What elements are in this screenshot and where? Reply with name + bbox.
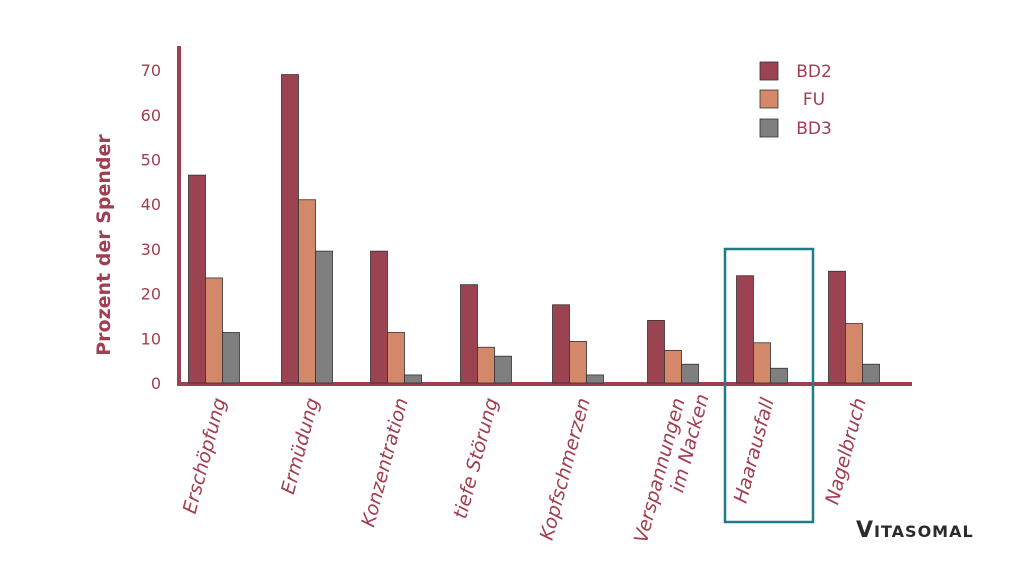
vitasomal-logo: VITASOMAL bbox=[856, 518, 974, 543]
y-tick-label: 60 bbox=[141, 106, 161, 125]
y-tick-label: 70 bbox=[141, 61, 161, 80]
logo-initial: V bbox=[856, 518, 874, 543]
category-label: Erschöpfung bbox=[179, 396, 231, 516]
y-tick-label: 0 bbox=[151, 374, 161, 393]
bar-bd2-4 bbox=[552, 304, 570, 384]
bar-bd2-0 bbox=[188, 174, 206, 384]
y-tick-label: 10 bbox=[141, 329, 161, 348]
bar-fu-3 bbox=[477, 346, 495, 384]
y-tick-label: 30 bbox=[141, 240, 161, 259]
category-label: Haarausfall bbox=[730, 395, 779, 506]
category-label: Nagelbruch bbox=[821, 396, 871, 507]
bar-bd3-6 bbox=[770, 367, 788, 384]
bar-bd3-1 bbox=[315, 250, 333, 384]
bar-fu-0 bbox=[205, 277, 223, 384]
category-label: Ermüdung bbox=[277, 396, 324, 497]
bar-bd2-2 bbox=[370, 250, 388, 384]
y-tick-label: 40 bbox=[141, 195, 161, 214]
legend: BD2 FU BD3 bbox=[759, 61, 832, 139]
bar-bd3-3 bbox=[494, 355, 512, 384]
bars bbox=[188, 74, 880, 524]
legend-label-bd3: BD3 bbox=[796, 119, 832, 139]
category-label-line: Konzentration bbox=[357, 396, 413, 530]
bar-fu-7 bbox=[845, 323, 863, 384]
bar-bd2-5 bbox=[647, 320, 665, 384]
category-label-line: tiefe Störung bbox=[450, 396, 503, 521]
bar-bd3-2 bbox=[404, 374, 422, 384]
bar-fu-2 bbox=[387, 332, 405, 384]
legend-swatch-fu bbox=[759, 89, 779, 109]
bar-bd3-0 bbox=[222, 332, 240, 384]
bar-fu-4 bbox=[569, 341, 587, 384]
y-tick-label: 20 bbox=[141, 285, 161, 304]
category-label-line: Kopfschmerzen bbox=[536, 396, 595, 543]
category-labels: Erschöpfung Ermüdung Konzentration tiefe St… bbox=[179, 386, 871, 551]
category-label: Konzentration bbox=[357, 396, 413, 530]
category-label-line: Nagelbruch bbox=[821, 396, 871, 507]
bar-bd3-4 bbox=[586, 374, 604, 384]
bar-bd2-6 bbox=[736, 275, 754, 384]
legend-swatch-bd2 bbox=[759, 61, 779, 81]
bar-fu-1 bbox=[298, 199, 316, 384]
logo-rest: ITASOMAL bbox=[874, 522, 974, 541]
bar-bd3-5 bbox=[681, 363, 699, 384]
category-label-line: Ermüdung bbox=[277, 396, 324, 497]
legend-label-bd2: BD2 bbox=[796, 62, 832, 82]
axes: 0 10 20 30 40 50 60 70 bbox=[141, 46, 912, 393]
bar-bd3-7 bbox=[862, 363, 880, 384]
bar-bd2-7 bbox=[828, 270, 846, 384]
bar-fu-5 bbox=[664, 349, 682, 384]
bar-bd2-1 bbox=[281, 74, 299, 384]
legend-label-fu: FU bbox=[803, 90, 825, 110]
y-axis-label: Prozent der Spender bbox=[93, 134, 115, 356]
legend-swatch-bd3 bbox=[759, 118, 779, 138]
bar-bd2-3 bbox=[460, 284, 478, 384]
y-tick-label: 50 bbox=[141, 151, 161, 170]
category-label: tiefe Störung bbox=[450, 396, 503, 521]
category-label-line: Haarausfall bbox=[730, 395, 779, 506]
bar-fu-6 bbox=[753, 342, 771, 384]
category-label: Kopfschmerzen bbox=[536, 396, 595, 543]
category-label-line: Erschöpfung bbox=[179, 396, 231, 516]
highlight-box bbox=[723, 247, 815, 524]
category-label: Verspannungenim Nacken bbox=[630, 386, 714, 551]
